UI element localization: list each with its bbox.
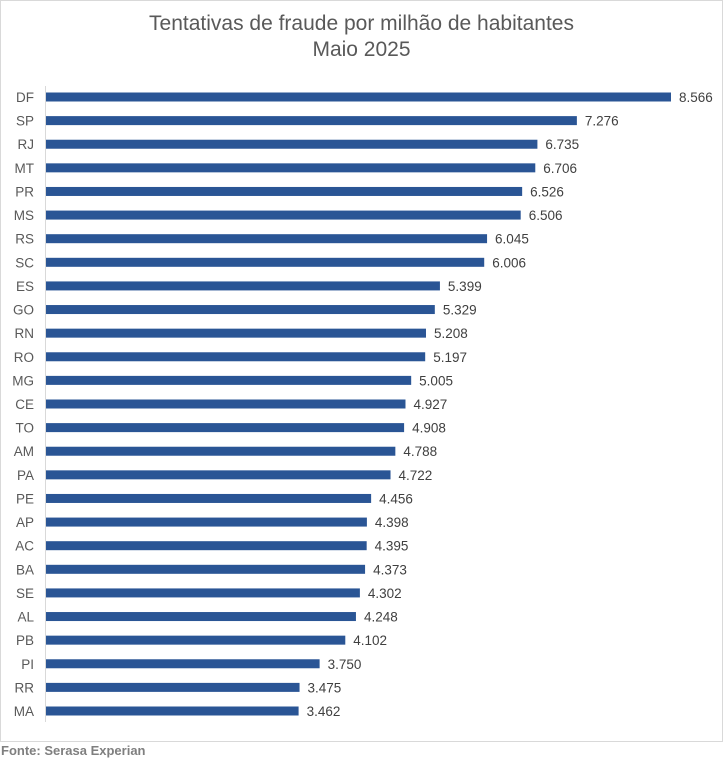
data-label: 6.735 xyxy=(545,137,579,152)
data-label: 5.329 xyxy=(443,303,477,318)
data-label: 5.197 xyxy=(433,350,467,365)
bar-pb xyxy=(46,635,346,645)
bar-pi xyxy=(46,659,320,669)
y-tick-label: PI xyxy=(21,657,34,672)
data-label: 6.006 xyxy=(492,255,526,270)
y-tick-label: MT xyxy=(15,161,35,176)
y-tick-label: PE xyxy=(16,491,34,506)
bar-am xyxy=(46,446,396,456)
data-label: 8.566 xyxy=(679,90,713,105)
y-tick-label: RS xyxy=(15,232,34,247)
y-tick-label: CE xyxy=(15,397,34,412)
bar-go xyxy=(46,305,435,315)
bar-rr xyxy=(46,682,300,692)
data-label: 4.788 xyxy=(403,444,437,459)
y-tick-label: DF xyxy=(16,90,34,105)
bar-pe xyxy=(46,493,372,503)
data-label: 4.908 xyxy=(412,421,446,436)
bar-sc xyxy=(46,257,485,267)
bar-chart: DF 8.566 SP 7.276 RJ 6.735 MT 6.706 PR 6.526 MS 6.5… xyxy=(12,86,713,722)
y-tick-label: MG xyxy=(12,373,34,388)
data-label: 4.373 xyxy=(373,562,407,577)
data-label: 4.927 xyxy=(413,397,447,412)
y-tick-label: RO xyxy=(14,350,34,365)
bar-ba xyxy=(46,564,366,574)
data-label: 4.398 xyxy=(375,515,409,530)
y-tick-label: PR xyxy=(15,184,34,199)
data-label: 3.750 xyxy=(328,657,362,672)
chart-title: Tentativas de fraude por milhão de habit… xyxy=(149,12,574,35)
y-tick-label: SP xyxy=(16,114,34,129)
bar-ce xyxy=(46,399,406,409)
y-tick-label: ES xyxy=(16,279,34,294)
bar-ac xyxy=(46,541,367,551)
data-label: 4.102 xyxy=(353,633,387,648)
bar-es xyxy=(46,281,440,291)
data-label: 3.475 xyxy=(308,680,342,695)
bar-al xyxy=(46,612,356,622)
data-label: 5.399 xyxy=(448,279,482,294)
chart-subtitle: Maio 2025 xyxy=(312,38,411,61)
y-tick-label: SE xyxy=(16,586,34,601)
y-tick-label: RR xyxy=(15,680,35,695)
data-label: 7.276 xyxy=(585,114,619,129)
source-note: Fonte: Serasa Experian xyxy=(1,743,146,758)
data-label: 6.526 xyxy=(530,184,564,199)
y-tick-label: BA xyxy=(16,562,34,577)
bar-rn xyxy=(46,328,426,338)
y-tick-label: PB xyxy=(16,633,34,648)
data-label: 6.706 xyxy=(543,161,577,176)
data-label: 4.248 xyxy=(364,610,398,625)
y-tick-label: GO xyxy=(13,303,34,318)
y-tick-label: PA xyxy=(17,468,34,483)
bar-mg xyxy=(46,375,412,385)
y-tick-label: SC xyxy=(15,255,34,270)
y-tick-label: AP xyxy=(16,515,34,530)
data-label: 5.005 xyxy=(419,373,453,388)
y-tick-label: AL xyxy=(17,610,34,625)
bar-mt xyxy=(46,163,536,173)
bar-ms xyxy=(46,210,521,220)
y-tick-label: RN xyxy=(15,326,35,341)
bar-rj xyxy=(46,139,538,149)
bar-se xyxy=(46,588,360,598)
data-label: 4.395 xyxy=(375,539,409,554)
bar-pa xyxy=(46,470,391,480)
y-tick-label: AM xyxy=(14,444,34,459)
data-label: 6.045 xyxy=(495,232,529,247)
data-label: 4.302 xyxy=(368,586,402,601)
y-tick-label: MS xyxy=(14,208,34,223)
bar-ap xyxy=(46,517,367,527)
data-label: 3.462 xyxy=(307,704,341,719)
y-tick-label: RJ xyxy=(18,137,35,152)
data-label: 4.456 xyxy=(379,491,413,506)
bar-to xyxy=(46,423,405,433)
y-tick-label: MA xyxy=(14,704,34,719)
bar-ro xyxy=(46,352,426,362)
data-label: 4.722 xyxy=(399,468,433,483)
bar-sp xyxy=(46,116,577,126)
data-label: 5.208 xyxy=(434,326,468,341)
y-tick-label: AC xyxy=(15,539,34,554)
bar-pr xyxy=(46,186,523,196)
data-label: 6.506 xyxy=(529,208,563,223)
bar-ma xyxy=(46,706,299,716)
y-tick-label: TO xyxy=(15,421,34,436)
bar-rs xyxy=(46,234,488,244)
bar-df xyxy=(46,92,671,102)
